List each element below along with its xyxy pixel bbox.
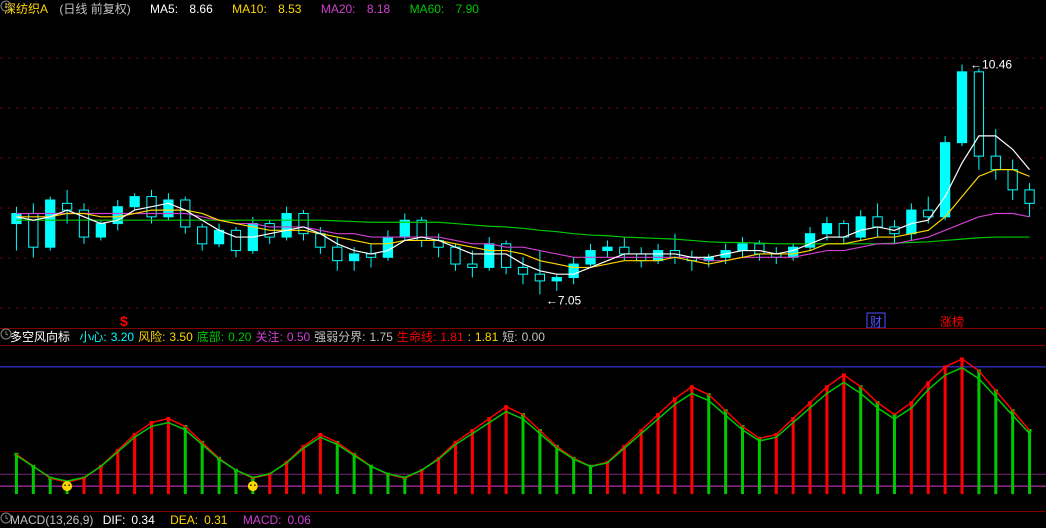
indicator-value: 0.50 — [287, 330, 310, 344]
ma5-label: MA5: 8.66 — [150, 2, 221, 16]
indicator-value: 1.81 — [440, 330, 463, 344]
ma60-label: MA60: 7.90 — [410, 2, 487, 16]
indicator-value: 1.81 — [475, 330, 498, 344]
indicator-header: 多空风向标 小心: 3.20 风险: 3.50 底部: 0.20 关注: 0.50 强弱分界: 1… — [0, 328, 1046, 346]
macd-header: MACD(13,26,9) DIF:0.34 DEA:0.31 MACD:0.0… — [0, 511, 1046, 528]
indicator-value: 短: — [502, 330, 517, 344]
indicator-title: 多空风向标 — [10, 330, 70, 344]
period-label: (日线 前复权) — [59, 2, 130, 16]
indicator-chart[interactable] — [0, 346, 1046, 511]
ma10-label: MA10: 8.53 — [232, 2, 309, 16]
indicator-value: 小心: — [79, 330, 106, 344]
svg-text:涨榜: 涨榜 — [940, 314, 964, 328]
dif-label: DIF:0.34 — [103, 513, 161, 527]
ma20-label: MA20: 8.18 — [321, 2, 398, 16]
k-chart[interactable]: ←10.46 ←7.05 $ 财 涨榜 — [0, 18, 1046, 329]
dea-label: DEA:0.31 — [170, 513, 233, 527]
indicator-value: 3.20 — [111, 330, 134, 344]
macd-label: MACD:0.06 — [243, 513, 317, 527]
indicator-value: : — [468, 330, 471, 344]
indicator-value: 3.50 — [169, 330, 192, 344]
svg-text:$: $ — [120, 313, 128, 328]
indicator-value: 生命线: — [397, 330, 436, 344]
indicator-value: 0.00 — [522, 330, 545, 344]
svg-text:←10.46: ←10.46 — [970, 57, 1012, 71]
indicator-value: 1.75 — [370, 330, 393, 344]
indicator-value: 0.20 — [228, 330, 251, 344]
svg-text:←7.05: ←7.05 — [546, 293, 582, 307]
indicator-value: 关注: — [255, 330, 282, 344]
indicator-value: 底部: — [197, 330, 224, 344]
indicator-value: 强弱分界: — [314, 330, 365, 344]
indicator-value: 风险: — [138, 330, 165, 344]
macd-title: MACD(13,26,9) — [10, 513, 93, 527]
k-header: 深纺织A (日线 前复权) MA5: 8.66 MA10: 8.53 MA20:… — [0, 0, 1046, 18]
svg-text:财: 财 — [870, 315, 882, 328]
